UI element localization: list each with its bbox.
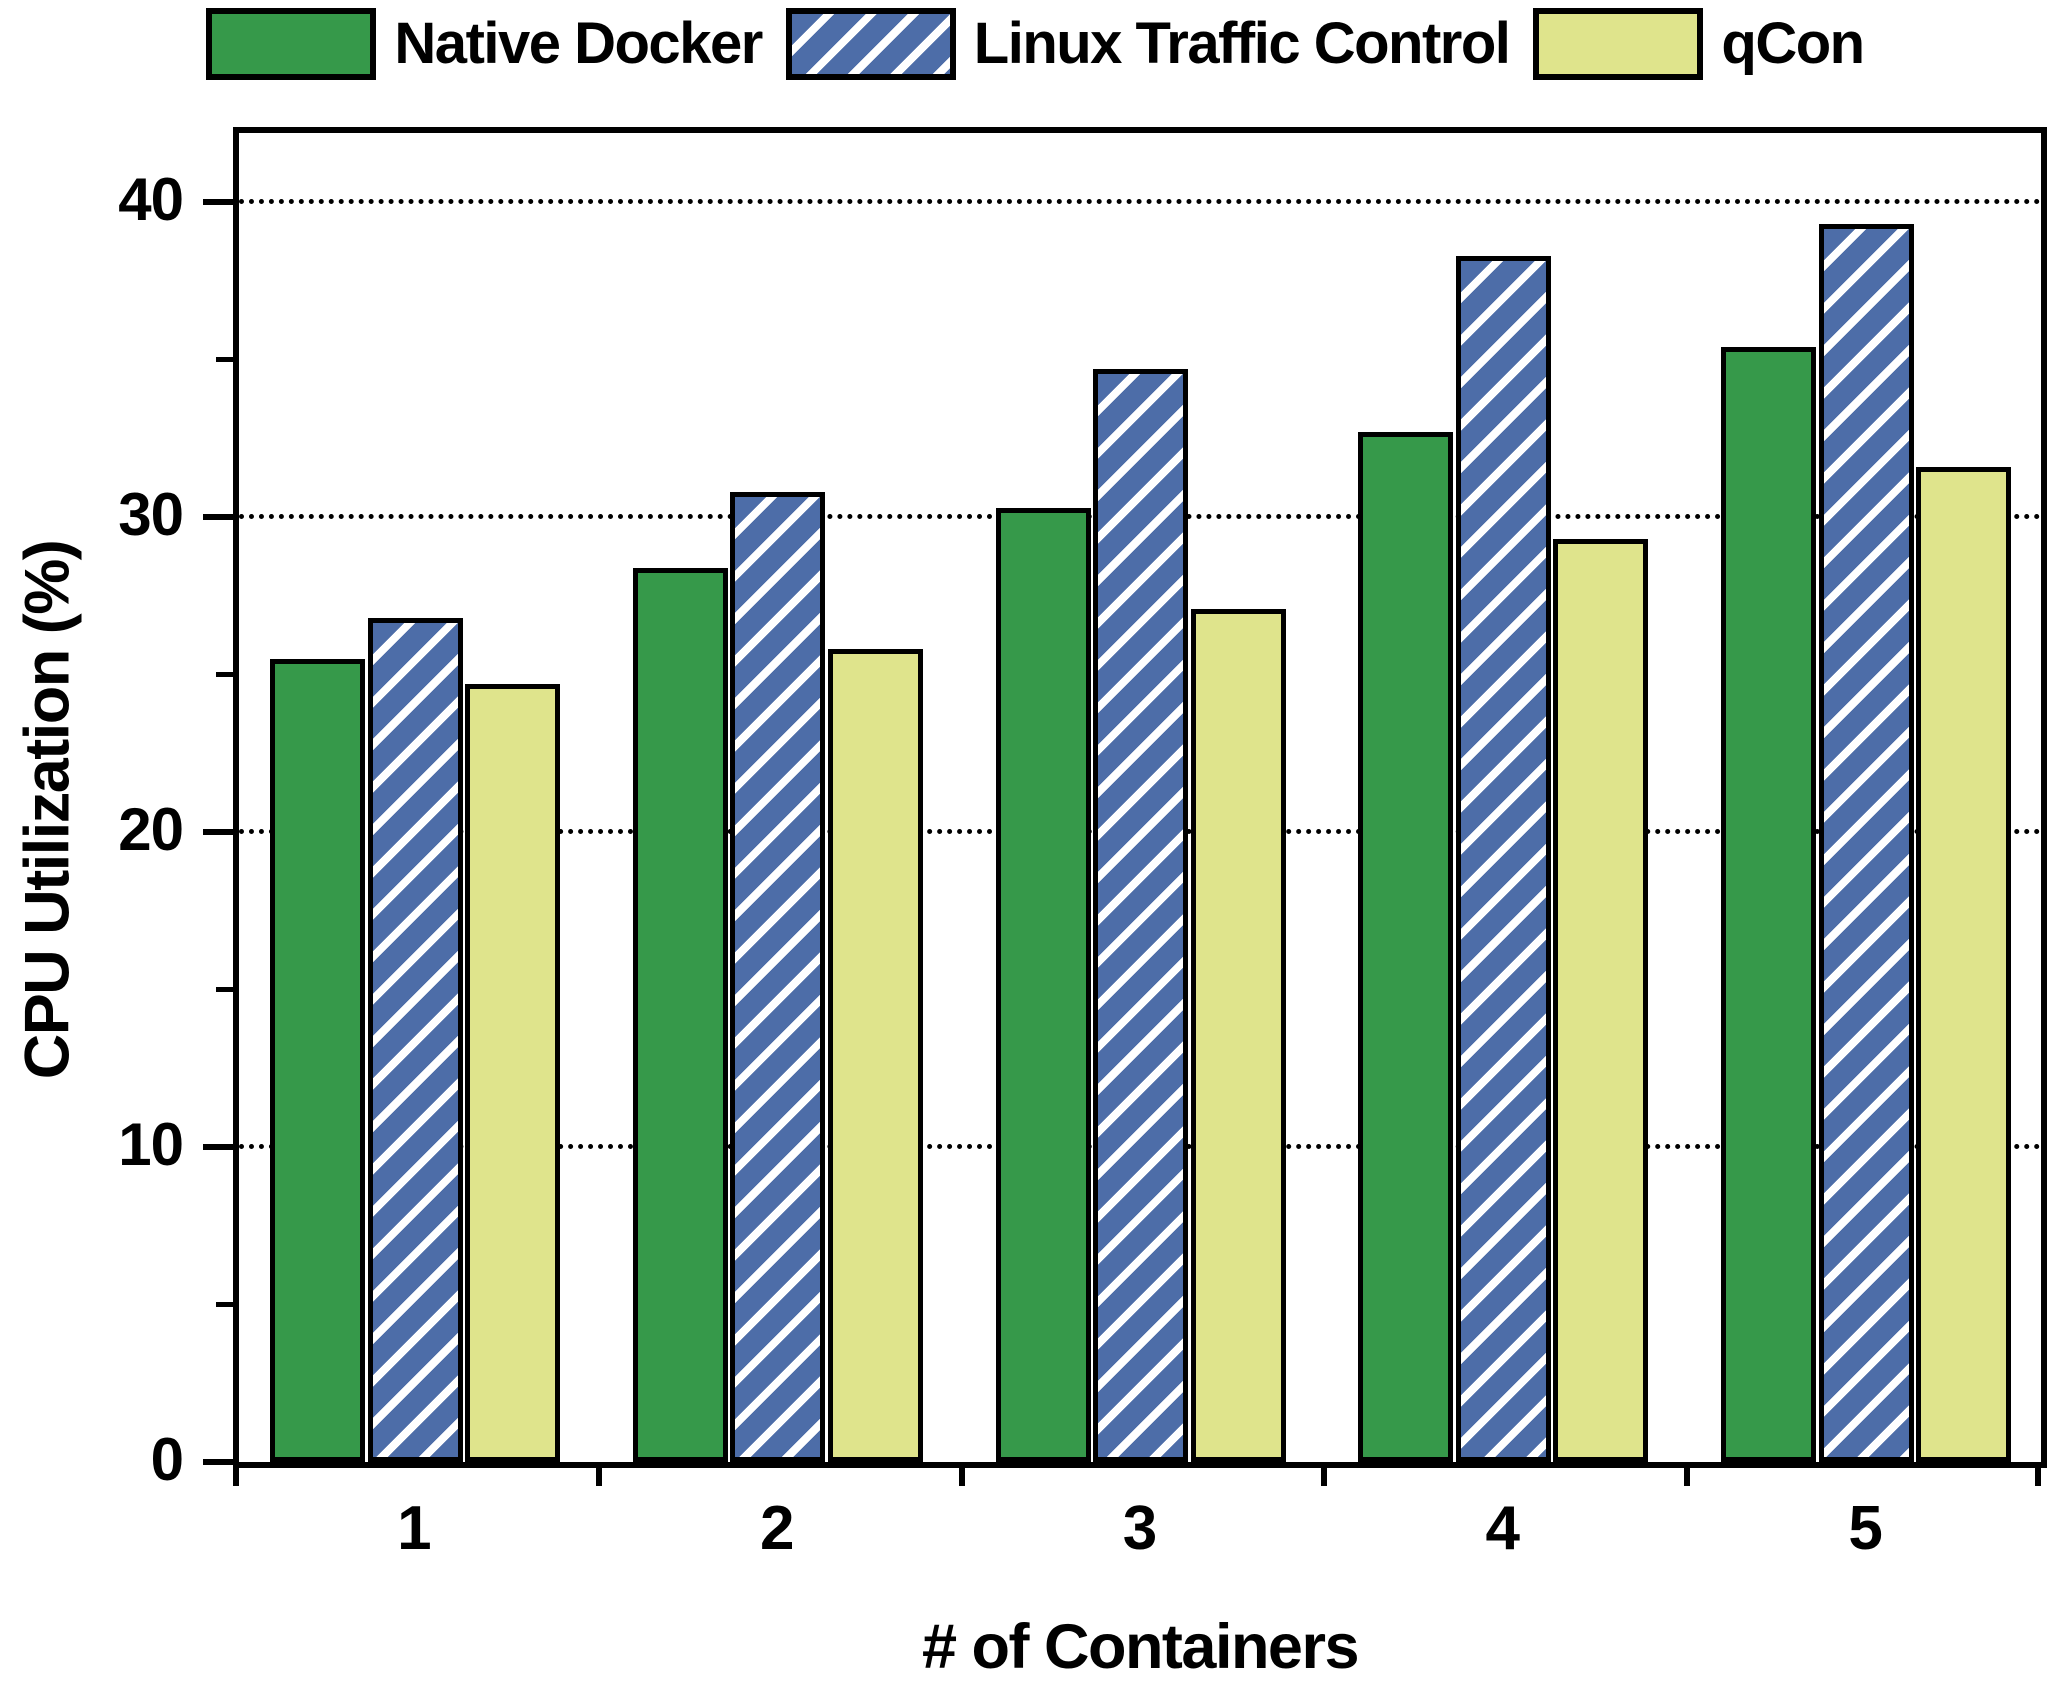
y-tick-0 xyxy=(203,1459,233,1465)
x-tick-label-4: 4 xyxy=(1485,1494,1521,1563)
legend-label-2: Linux Traffic Control xyxy=(973,11,1511,76)
x-tick-2 xyxy=(958,1462,965,1486)
y-tick-label-40: 40 xyxy=(118,166,184,234)
plot-area: 0 10 20 30 40 1 2 3 4 5 xyxy=(118,127,2047,1560)
bar-linux-traffic-control-group-3 xyxy=(1093,369,1189,1462)
bar-linux-traffic-control-group-1 xyxy=(367,618,463,1462)
x-tick-label-5: 5 xyxy=(1848,1494,1883,1563)
legend-label-3: qCon xyxy=(1721,11,1865,76)
y-minor-tick-15 xyxy=(216,987,233,993)
x-tick-4 xyxy=(1684,1462,1691,1486)
x-axis-title: # of Containers xyxy=(921,1612,1360,1682)
y-tick-label-10: 10 xyxy=(118,1111,184,1179)
y-tick-10 xyxy=(203,1144,233,1151)
y-tick-20 xyxy=(203,829,233,836)
bar-qcon-group-2 xyxy=(827,649,923,1462)
x-tick-label-3: 3 xyxy=(1122,1494,1158,1563)
y-tick-label-20: 20 xyxy=(118,796,184,864)
bar-linux-traffic-control-group-2 xyxy=(730,492,826,1462)
legend-swatch-1 xyxy=(206,8,377,80)
x-tick-1 xyxy=(595,1462,602,1486)
bar-qcon-group-5 xyxy=(1916,466,2012,1462)
gridline-40 xyxy=(239,199,2041,205)
legend-item-2: Linux Traffic Control xyxy=(785,8,1511,80)
x-tick-label-2: 2 xyxy=(759,1494,795,1563)
y-minor-tick-5 xyxy=(216,1302,233,1308)
bar-native-docker-group-3 xyxy=(995,507,1091,1462)
legend: Native Docker Linux Traffic Control qCon xyxy=(0,8,2070,80)
y-minor-tick-35 xyxy=(216,357,233,363)
bar-qcon-group-4 xyxy=(1553,539,1649,1462)
x-tick-5 xyxy=(2035,1462,2041,1486)
legend-item-1: Native Docker xyxy=(206,8,763,80)
bar-linux-traffic-control-group-5 xyxy=(1818,224,1914,1462)
y-tick-40 xyxy=(203,199,233,206)
bar-linux-traffic-control-group-4 xyxy=(1455,255,1551,1462)
legend-item-3: qCon xyxy=(1533,8,1865,80)
bar-native-docker-group-4 xyxy=(1358,432,1454,1462)
y-tick-label-30: 30 xyxy=(118,481,184,549)
legend-swatch-3 xyxy=(1533,8,1704,80)
x-tick-0 xyxy=(233,1462,239,1486)
legend-swatch-2 xyxy=(785,8,956,80)
x-tick-3 xyxy=(1321,1462,1328,1486)
y-tick-label-0: 0 xyxy=(150,1426,184,1493)
y-tick-30 xyxy=(203,514,233,521)
x-tick-label-1: 1 xyxy=(397,1494,432,1563)
legend-label-1: Native Docker xyxy=(394,11,763,76)
bar-native-docker-group-2 xyxy=(632,567,728,1462)
bar-qcon-group-1 xyxy=(465,684,560,1462)
bar-native-docker-group-5 xyxy=(1721,347,1817,1462)
y-minor-tick-25 xyxy=(216,672,233,678)
bar-qcon-group-3 xyxy=(1190,608,1286,1462)
bar-native-docker-group-1 xyxy=(270,658,365,1462)
